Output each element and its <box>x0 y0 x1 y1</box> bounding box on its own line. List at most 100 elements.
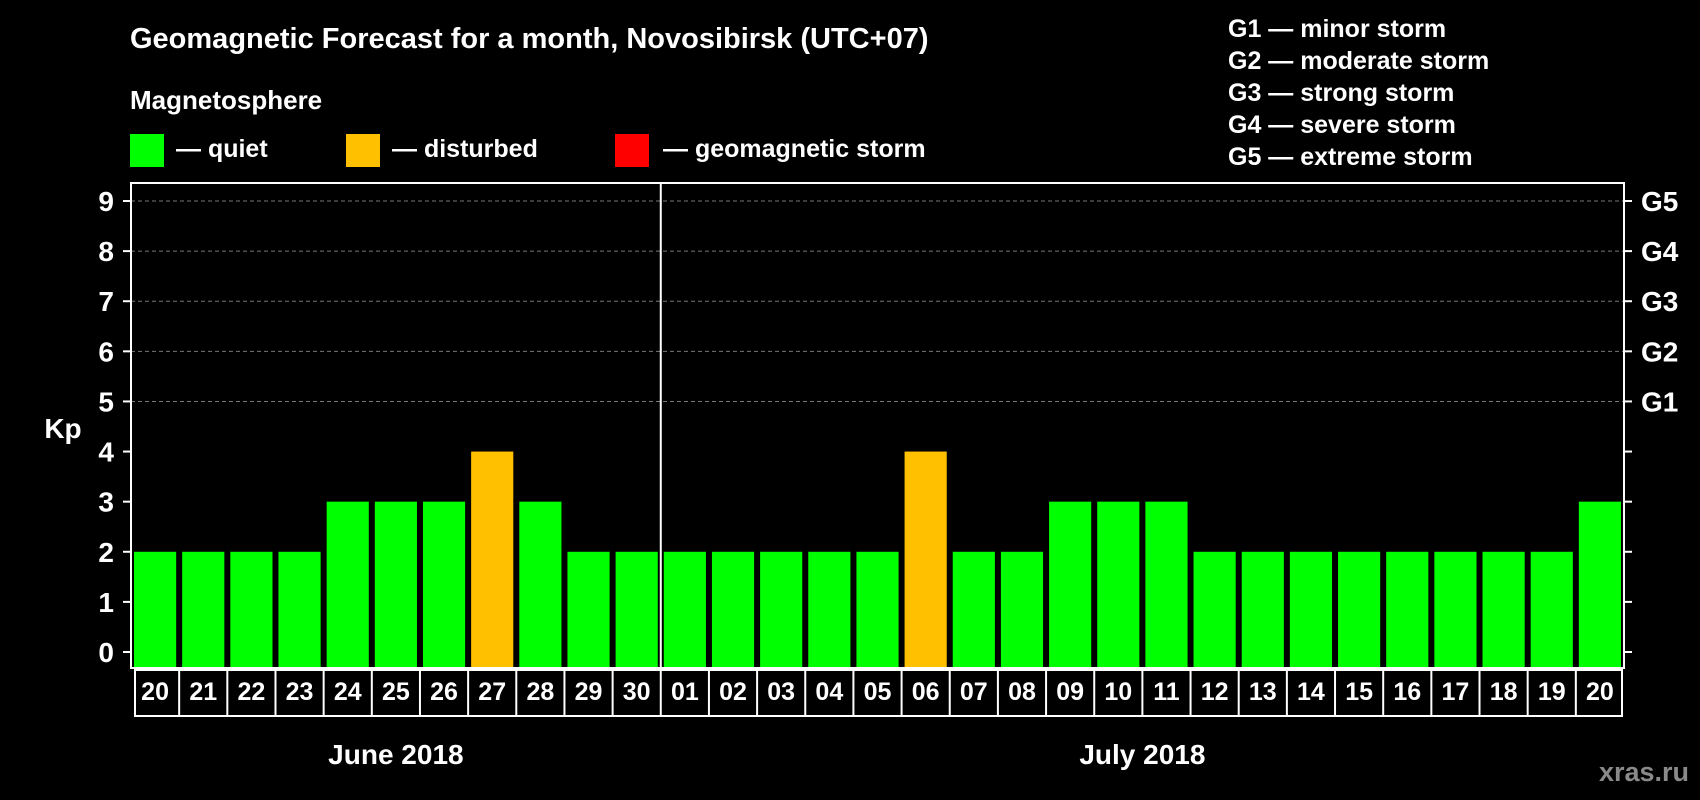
legend-label-disturbed: — disturbed <box>392 135 538 163</box>
day-label-1: 21 <box>189 678 217 706</box>
day-label-20: 10 <box>1104 678 1132 706</box>
y-axis-label: Kp <box>44 413 81 444</box>
day-label-19: 09 <box>1056 678 1084 706</box>
bar-18-day-08 <box>1000 551 1044 668</box>
bar-22-day-12 <box>1193 551 1236 668</box>
bar-10-day-30 <box>615 551 658 668</box>
month-label-0: June 2018 <box>328 739 463 770</box>
day-label-9: 29 <box>575 678 603 706</box>
day-label-12: 02 <box>719 678 747 706</box>
bar-23-day-13 <box>1241 551 1284 668</box>
y-tick-label-2: 2 <box>98 537 114 568</box>
y-tick-labels: 0 1 2 3 4 5 6 7 8 9 <box>98 186 114 668</box>
bar-24-day-14 <box>1289 551 1333 668</box>
y-tick-label-1: 1 <box>98 587 114 618</box>
storm-level-label-G1: G1 <box>1641 386 1678 417</box>
y-tick-label-6: 6 <box>98 336 114 367</box>
storm-scale-g3: G3 — strong storm <box>1228 79 1454 107</box>
bar-8-day-28 <box>519 501 562 668</box>
bar-13-day-03 <box>760 551 803 668</box>
storm-scale-g2: G2 — moderate storm <box>1228 47 1489 75</box>
day-label-3: 23 <box>286 678 314 706</box>
storm-level-label-G2: G2 <box>1641 336 1678 367</box>
legend-swatch-storm <box>615 134 649 167</box>
chart-title: Geomagnetic Forecast for a month, Novosi… <box>130 23 928 55</box>
day-label-6: 26 <box>430 678 458 706</box>
day-label-23: 13 <box>1249 678 1277 706</box>
y-tick-label-5: 5 <box>98 386 114 417</box>
bar-11-day-01 <box>663 551 706 668</box>
y-tick-label-8: 8 <box>98 236 114 267</box>
chart-subtitle: Magnetosphere <box>130 85 322 115</box>
month-labels: June 2018 July 2018 <box>328 739 1205 770</box>
bar-16-day-06 <box>904 451 947 668</box>
bar-1-day-21 <box>182 551 225 668</box>
bar-6-day-26 <box>422 501 466 668</box>
day-label-25: 15 <box>1345 678 1373 706</box>
day-label-7: 27 <box>478 678 506 706</box>
day-label-24: 14 <box>1297 678 1325 706</box>
y-tick-label-4: 4 <box>98 437 114 468</box>
y-tick-label-7: 7 <box>98 286 114 317</box>
day-label-18: 08 <box>1008 678 1036 706</box>
legend-label-quiet: — quiet <box>176 135 268 163</box>
gridlines <box>131 200 1624 402</box>
storm-level-label-G5: G5 <box>1641 186 1678 217</box>
storm-level-label-G4: G4 <box>1641 236 1679 267</box>
bar-26-day-16 <box>1386 551 1429 668</box>
storm-scale-g5: G5 — extreme storm <box>1228 143 1473 171</box>
day-label-11: 01 <box>671 678 699 706</box>
day-label-0: 20 <box>141 678 169 706</box>
day-label-21: 11 <box>1153 678 1180 706</box>
bar-20-day-10 <box>1097 501 1140 668</box>
day-label-13: 03 <box>767 678 795 706</box>
bar-2-day-22 <box>230 551 273 668</box>
axes <box>123 182 1632 669</box>
y-tick-label-3: 3 <box>98 487 114 518</box>
bar-27-day-17 <box>1434 551 1477 668</box>
bar-21-day-11 <box>1145 501 1188 668</box>
legend-swatch-quiet <box>130 134 164 167</box>
bar-4-day-24 <box>326 501 369 668</box>
bar-7-day-27 <box>471 451 514 668</box>
day-label-27: 17 <box>1442 678 1470 706</box>
day-label-2: 22 <box>237 678 265 706</box>
y-tick-label-9: 9 <box>98 186 114 217</box>
day-label-28: 18 <box>1490 678 1518 706</box>
plot-frame <box>130 182 1625 669</box>
bar-29-day-19 <box>1530 551 1573 668</box>
bar-19-day-09 <box>1049 501 1092 668</box>
day-label-8: 28 <box>526 678 554 706</box>
bar-12-day-02 <box>711 551 755 668</box>
month-label-1: July 2018 <box>1079 739 1205 770</box>
bar-15-day-05 <box>856 551 899 668</box>
day-label-4: 24 <box>334 678 362 706</box>
day-label-30: 20 <box>1586 678 1614 706</box>
bar-30-day-20 <box>1578 501 1621 668</box>
bar-3-day-23 <box>278 551 321 668</box>
legend-label-storm: — geomagnetic storm <box>663 135 926 163</box>
bar-9-day-29 <box>567 551 610 668</box>
bar-5-day-25 <box>374 501 417 668</box>
bar-25-day-15 <box>1338 551 1381 668</box>
y-tick-label-0: 0 <box>98 637 114 668</box>
day-label-14: 04 <box>815 678 843 706</box>
day-label-22: 12 <box>1201 678 1229 706</box>
bar-series <box>134 451 1621 668</box>
day-labels: 20 21 22 23 24 25 26 27 28 29 30 01 02 03 04 05 06 07 08 09… <box>134 669 1623 717</box>
day-label-15: 05 <box>864 678 892 706</box>
day-label-29: 19 <box>1538 678 1566 706</box>
day-label-26: 16 <box>1393 678 1421 706</box>
bar-14-day-04 <box>808 551 851 668</box>
day-label-10: 30 <box>623 678 651 706</box>
watermark: xras.ru <box>1599 757 1689 787</box>
bar-28-day-18 <box>1482 551 1525 668</box>
day-label-5: 25 <box>382 678 410 706</box>
day-label-frame <box>134 669 1623 717</box>
storm-level-label-G3: G3 <box>1641 286 1678 317</box>
storm-level-labels: G1 G2 G3 G4 G5 <box>1641 186 1679 417</box>
bar-17-day-07 <box>952 551 995 668</box>
day-label-17: 07 <box>960 678 988 706</box>
bar-0-day-20 <box>134 551 177 668</box>
